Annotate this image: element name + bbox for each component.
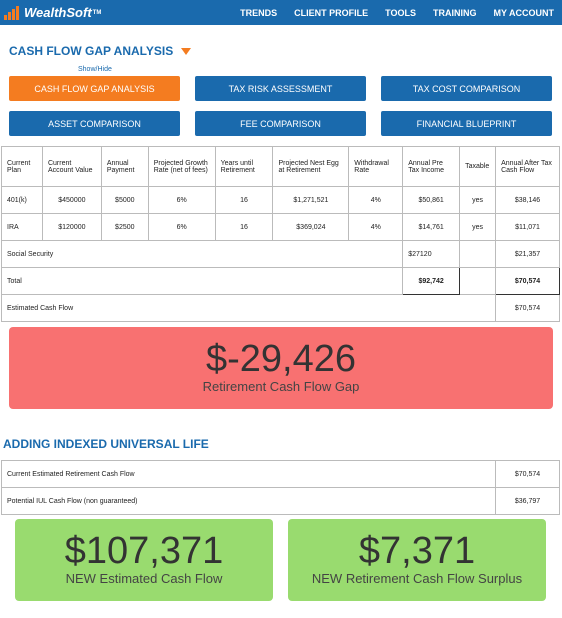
nav-tools[interactable]: TOOLS xyxy=(385,7,416,18)
total-pre-tax: $92,742 xyxy=(402,267,461,295)
nav-trends[interactable]: TRENDS xyxy=(240,7,278,18)
col-current-account-value: Current Account Value xyxy=(41,146,102,187)
cash-flow-gap-value: $-29,426 xyxy=(205,338,356,380)
cell-nest-egg: $369,024 xyxy=(272,213,350,241)
nav-my-account[interactable]: MY ACCOUNT xyxy=(493,7,555,18)
top-nav-bar: WealthSoft TM TRENDS CLIENT PROFILE TOOLS… xyxy=(0,0,562,25)
table-row: IRA $120000 $2500 6% 16 $369,024 4% $14,… xyxy=(1,213,560,241)
show-hide-link[interactable]: Show/Hide xyxy=(78,66,112,73)
table-row: 401(k) $450000 $5000 6% 16 $1,271,521 4%… xyxy=(1,186,560,214)
col-withdrawal-rate: Withdrawal Rate xyxy=(348,146,404,187)
cell-withdrawal: 4% xyxy=(348,213,404,241)
total-row: Total $92,742 $70,574 xyxy=(0,267,560,295)
cell-pre-tax: $14,761 xyxy=(402,213,461,241)
section-title-text: CASH FLOW GAP ANALYSIS xyxy=(9,44,174,58)
cell-account-value: $120000 xyxy=(41,213,102,241)
trademark: TM xyxy=(92,9,102,16)
cell-years: 16 xyxy=(214,213,274,241)
cell-withdrawal: 4% xyxy=(348,186,404,214)
iul-potential-value: $36,797 xyxy=(495,487,560,515)
total-after-tax: $70,574 xyxy=(495,267,560,295)
new-surplus-value: $7,371 xyxy=(358,530,476,572)
estimated-cash-flow-label: Estimated Cash Flow xyxy=(0,294,497,322)
cash-flow-table: Current Plan Current Account Value Annua… xyxy=(0,146,560,322)
estimated-cash-flow-value: $70,574 xyxy=(495,294,560,322)
new-surplus-label: NEW Retirement Cash Flow Surplus xyxy=(311,571,523,586)
col-current-plan: Current Plan xyxy=(1,146,43,187)
cell-account-value: $450000 xyxy=(41,186,102,214)
new-estimated-cash-flow-label: NEW Estimated Cash Flow xyxy=(65,571,223,586)
col-projected-nest-egg: Projected Nest Egg at Retirement xyxy=(272,146,350,187)
fee-comparison-button[interactable]: FEE COMPARISON xyxy=(195,111,366,136)
cell-annual-payment: $5000 xyxy=(100,186,149,214)
iul-current-label: Current Estimated Retirement Cash Flow xyxy=(0,460,497,488)
cell-growth-rate: 6% xyxy=(147,213,216,241)
cell-plan: 401(k) xyxy=(1,186,43,214)
social-security-pre-tax: $27120 xyxy=(402,240,461,268)
social-security-label: Social Security xyxy=(0,240,404,268)
cell-plan: IRA xyxy=(1,213,43,241)
iul-current-value: $70,574 xyxy=(495,460,560,488)
main-nav: TRENDS CLIENT PROFILE TOOLS TRAINING MY … xyxy=(240,8,554,18)
iul-table: Current Estimated Retirement Cash Flow $… xyxy=(0,460,560,515)
cell-taxable: yes xyxy=(459,213,497,241)
table-header-row: Current Plan Current Account Value Annua… xyxy=(1,146,560,187)
cell-nest-egg: $1,271,521 xyxy=(272,186,350,214)
cell-taxable: yes xyxy=(459,186,497,214)
cash-flow-gap-label: Retirement Cash Flow Gap xyxy=(202,379,360,394)
col-annual-payment: Annual Payment xyxy=(100,146,149,187)
nav-training[interactable]: TRAINING xyxy=(433,7,477,18)
section-title[interactable]: CASH FLOW GAP ANALYSIS xyxy=(9,44,192,58)
logo-bars-icon xyxy=(4,5,22,20)
cell-after-tax: $11,071 xyxy=(495,213,560,241)
cash-flow-gap-analysis-button[interactable]: CASH FLOW GAP ANALYSIS xyxy=(9,76,180,101)
caret-down-icon[interactable] xyxy=(181,47,192,55)
new-estimated-cash-flow-value: $107,371 xyxy=(64,530,224,572)
col-growth-rate: Projected Growth Rate (net of fees) xyxy=(147,146,216,187)
new-surplus-card: $7,371 NEW Retirement Cash Flow Surplus xyxy=(288,519,546,601)
tax-risk-assessment-button[interactable]: TAX RISK ASSESSMENT xyxy=(195,76,366,101)
col-pre-tax-income: Annual Pre Tax Income xyxy=(402,146,461,187)
estimated-cash-flow-row: Estimated Cash Flow $70,574 xyxy=(0,294,560,322)
cell-annual-payment: $2500 xyxy=(100,213,149,241)
cell-after-tax: $38,146 xyxy=(495,186,560,214)
financial-blueprint-button[interactable]: FINANCIAL BLUEPRINT xyxy=(381,111,552,136)
social-security-row: Social Security $27120 $21,357 xyxy=(0,240,560,268)
nav-client-profile[interactable]: CLIENT PROFILE xyxy=(294,7,369,18)
social-security-after-tax: $21,357 xyxy=(495,240,560,268)
cell-pre-tax: $50,861 xyxy=(402,186,461,214)
total-label: Total xyxy=(0,267,404,295)
brand-name: WealthSoft xyxy=(24,5,92,20)
col-years-until-retirement: Years until Retirement xyxy=(214,146,274,187)
col-taxable: Taxable xyxy=(459,146,497,187)
cell-growth-rate: 6% xyxy=(147,186,216,214)
cash-flow-gap-card: $-29,426 Retirement Cash Flow Gap xyxy=(9,327,553,409)
tax-cost-comparison-button[interactable]: TAX COST COMPARISON xyxy=(381,76,552,101)
iul-section-title: ADDING INDEXED UNIVERSAL LIFE xyxy=(3,437,209,451)
new-estimated-cash-flow-card: $107,371 NEW Estimated Cash Flow xyxy=(15,519,273,601)
table-row: Current Estimated Retirement Cash Flow $… xyxy=(0,460,560,488)
wealthsoft-logo[interactable]: WealthSoft TM xyxy=(4,5,101,20)
cell-years: 16 xyxy=(214,186,274,214)
table-row: Potential IUL Cash Flow (non guaranteed)… xyxy=(0,487,560,515)
col-after-tax-cash-flow: Annual After Tax Cash Flow xyxy=(495,146,560,187)
asset-comparison-button[interactable]: ASSET COMPARISON xyxy=(9,111,180,136)
iul-potential-label: Potential IUL Cash Flow (non guaranteed) xyxy=(0,487,497,515)
